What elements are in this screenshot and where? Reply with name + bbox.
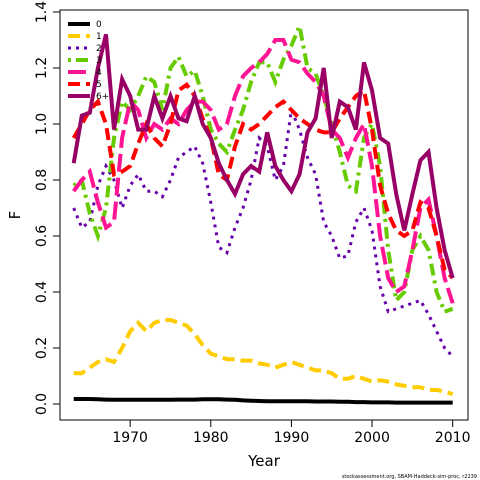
y-tick-label: 1.2: [34, 57, 50, 79]
series-line: [72, 19, 454, 315]
series-line: [73, 397, 453, 405]
legend-label: 4: [96, 68, 102, 78]
legend-label: 1: [96, 32, 102, 42]
series-line: [72, 104, 454, 358]
series-line: [73, 318, 454, 397]
x-tick-label: 1970: [112, 430, 148, 446]
legend-label: 2: [96, 44, 102, 54]
plot-frame: [59, 9, 469, 421]
y-tick-label: 0.4: [34, 281, 50, 303]
y-tick-label: 0.0: [34, 393, 50, 415]
legend-label: 6+: [96, 92, 109, 102]
y-tick-label: 1.0: [34, 113, 50, 135]
series-line: [71, 82, 455, 280]
x-tick-label: 2000: [354, 430, 390, 446]
y-tick-label: 0.8: [34, 169, 50, 191]
x-axis-label: Year: [247, 452, 281, 470]
y-tick-label: 0.2: [34, 337, 50, 359]
legend-label: 0: [96, 20, 102, 30]
x-tick-label: 1990: [274, 430, 310, 446]
y-axis-label: F: [6, 211, 24, 220]
legend-label: 5: [96, 80, 102, 90]
footnote: stockassessment.org, SBAM-Haddeck-sim-pr…: [342, 474, 477, 480]
y-tick-label: 0.6: [34, 225, 50, 247]
y-tick-label: 1.4: [34, 1, 50, 23]
legend-label: 3: [96, 56, 102, 66]
x-tick-label: 1980: [193, 430, 229, 446]
series-line: [72, 38, 455, 304]
series-line: [71, 33, 455, 279]
x-tick-label: 2010: [435, 430, 471, 446]
